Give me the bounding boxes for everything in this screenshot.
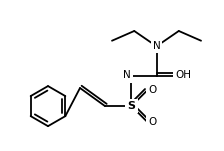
Text: OH: OH: [176, 71, 192, 80]
Text: O: O: [148, 117, 157, 127]
Text: S: S: [127, 101, 136, 111]
Text: N: N: [123, 71, 131, 80]
Text: N: N: [153, 41, 160, 51]
Text: O: O: [148, 85, 157, 95]
